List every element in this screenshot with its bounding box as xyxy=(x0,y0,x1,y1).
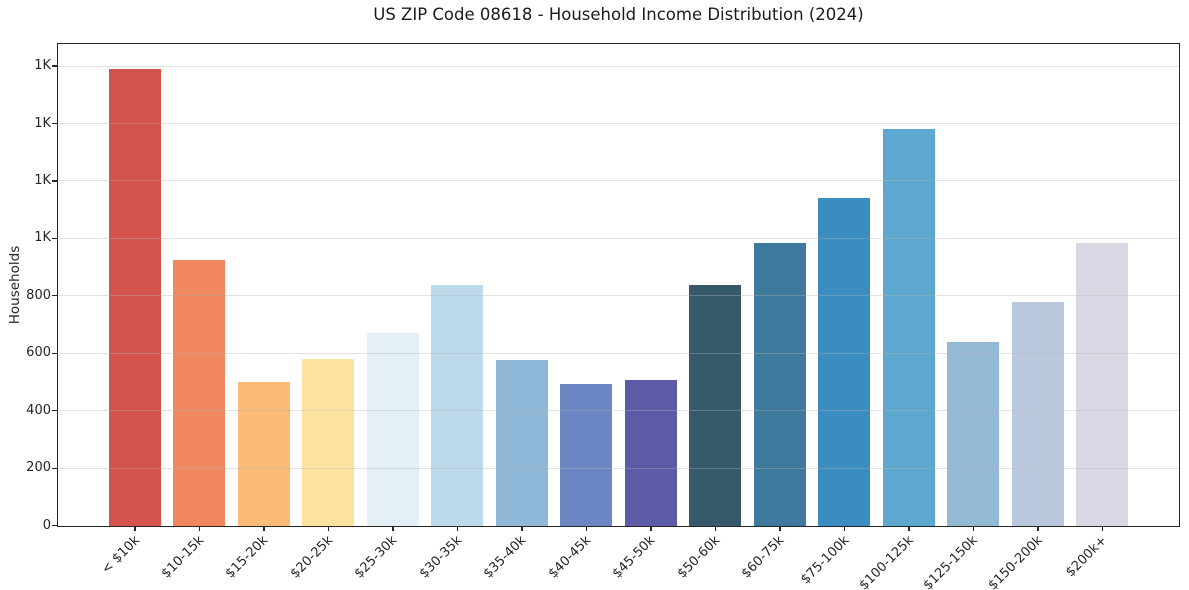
x-tick-mark xyxy=(521,526,523,531)
y-tick-label: 200 xyxy=(26,460,51,476)
plot-area xyxy=(57,43,1180,527)
x-tick-label: < $10k xyxy=(98,533,143,578)
bar-$40-45k xyxy=(560,384,612,526)
y-tick-mark xyxy=(52,295,57,297)
x-tick-label: $30-35k xyxy=(416,533,466,582)
bar-$50-60k xyxy=(689,284,741,526)
x-tick-label: $75-100k xyxy=(797,533,853,588)
y-tick-mark xyxy=(52,180,57,182)
x-tick-mark xyxy=(456,526,459,531)
y-tick-label: 400 xyxy=(26,402,51,418)
bar-$20-25k xyxy=(302,359,354,526)
y-tick-mark xyxy=(52,524,57,527)
y-tick-mark xyxy=(52,467,57,469)
gridline-400 xyxy=(58,410,1179,412)
y-tick-mark xyxy=(52,352,57,354)
y-tick-mark xyxy=(52,237,57,239)
x-tick-mark xyxy=(843,526,846,531)
y-tick-label: 800 xyxy=(26,287,51,303)
x-tick-mark xyxy=(585,526,588,531)
bar-$10-15k xyxy=(173,259,225,526)
gridline-600 xyxy=(58,352,1179,354)
bar-$200k+ xyxy=(1076,243,1128,526)
x-tick-mark xyxy=(972,526,975,531)
bar-$100-125k xyxy=(882,129,935,526)
bar-$125-150k xyxy=(947,341,999,526)
bar-$35-40k xyxy=(495,360,548,526)
x-tick-mark xyxy=(779,526,781,531)
gridline-1200 xyxy=(58,180,1179,182)
x-tick-label: $10-15k xyxy=(158,533,208,582)
gridline-800 xyxy=(58,295,1179,297)
x-tick-label: $40-45k xyxy=(545,533,595,582)
x-tick-label: $50-60k xyxy=(674,533,724,582)
bar-< $10k xyxy=(108,69,161,526)
y-tick-label: 1K xyxy=(34,115,51,131)
bar-$25-30k xyxy=(366,332,419,526)
x-tick-label: $200k+ xyxy=(1063,533,1111,581)
x-tick-label: $35-40k xyxy=(481,533,530,582)
gridline-200 xyxy=(58,467,1179,469)
bar-$45-50k xyxy=(624,380,677,526)
bar-$30-35k xyxy=(431,285,483,526)
x-tick-label: $15-20k xyxy=(223,533,272,582)
x-tick-mark xyxy=(263,526,265,531)
x-tick-label: $20-25k xyxy=(287,533,337,582)
bar-$60-75k xyxy=(753,242,806,526)
y-tick-mark xyxy=(52,122,57,125)
x-tick-label: $45-50k xyxy=(610,533,659,582)
gridline-1000 xyxy=(58,237,1179,239)
gridline-1600 xyxy=(58,65,1179,67)
x-tick-label: $125-150k xyxy=(920,533,982,590)
x-tick-label: $60-75k xyxy=(739,533,788,582)
x-tick-label: $25-30k xyxy=(352,533,401,582)
y-tick-label: 600 xyxy=(26,345,51,361)
x-tick-mark xyxy=(1037,526,1039,531)
y-tick-mark xyxy=(52,410,57,412)
x-tick-mark xyxy=(198,526,201,531)
bar-$150-200k xyxy=(1011,301,1064,526)
bar-$15-20k xyxy=(237,381,290,526)
gridline-1400 xyxy=(58,123,1179,124)
y-tick-label: 0 xyxy=(42,517,51,533)
x-tick-mark xyxy=(134,526,136,531)
y-tick-label: 1K xyxy=(34,172,51,188)
y-tick-label: 1K xyxy=(34,58,51,73)
x-tick-mark xyxy=(714,526,717,531)
x-tick-mark xyxy=(1101,526,1104,531)
y-tick-label: 1K xyxy=(34,230,51,246)
x-tick-mark xyxy=(392,526,394,531)
x-tick-label: $100-125k xyxy=(856,533,917,590)
x-tick-mark xyxy=(650,526,652,531)
x-tick-mark xyxy=(327,526,330,531)
chart-title: US ZIP Code 08618 - Household Income Dis… xyxy=(373,5,864,24)
y-tick-mark xyxy=(52,65,57,67)
x-tick-label: $150-200k xyxy=(985,533,1046,590)
bar-$75-100k xyxy=(818,198,870,526)
x-tick-mark xyxy=(908,526,910,531)
